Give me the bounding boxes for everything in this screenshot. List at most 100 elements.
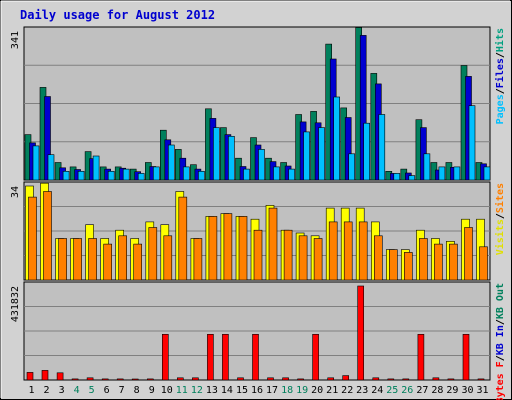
x-tick-label: 4 — [74, 385, 80, 396]
bar-top-pages-30 — [468, 105, 476, 181]
x-axis-labels: 1 2 3 4 5 6 7 8 9 10 11 12 13 14 15 16 17 18 19 20 21 22 23 24 2… — [28, 385, 488, 396]
bar-middle-sites-25 — [388, 249, 398, 281]
bar-top-files-22 — [344, 117, 352, 181]
bar-middle-sites-7 — [118, 235, 127, 281]
bar-middle-sites-20 — [313, 238, 323, 281]
x-tick-label: 17 — [266, 385, 278, 396]
bar-middle-sites-3 — [58, 238, 67, 281]
x-tick-label: 29 — [446, 385, 458, 396]
bar-bottom-kbytes-f-20 — [312, 333, 319, 381]
bar-middle-sites-13 — [208, 216, 218, 281]
bar-top-pages-20 — [318, 127, 325, 181]
x-tick-label: 23 — [356, 385, 368, 396]
x-tick-label: 5 — [89, 385, 95, 396]
bar-top-pages-29 — [453, 166, 461, 181]
bar-top-pages-13 — [213, 127, 220, 181]
legend-entry: Pages — [495, 94, 506, 124]
bar-bottom-kbytes-f-24 — [372, 377, 380, 381]
panel-bottom-max-label: 431832 — [10, 286, 21, 322]
bar-top-pages-8 — [137, 173, 145, 181]
x-tick-label: 30 — [461, 385, 473, 396]
x-tick-label: 15 — [236, 385, 248, 396]
bar-bottom-kbytes-f-21 — [327, 377, 335, 381]
series-pages — [32, 96, 491, 181]
bar-middle-sites-9 — [148, 227, 158, 281]
bar-bottom-kbytes-f-18 — [282, 377, 289, 381]
x-tick-label: 28 — [431, 385, 443, 396]
bar-middle-sites-16 — [253, 229, 263, 281]
bar-middle-sites-10 — [163, 235, 173, 281]
bar-top-pages-11 — [183, 166, 190, 181]
bar-middle-sites-19 — [298, 235, 308, 281]
bar-bottom-kbytes-f-8 — [131, 378, 139, 381]
bar-bottom-kbytes-f-28 — [432, 377, 440, 381]
bar-bottom-kbytes-f-9 — [147, 378, 154, 381]
x-tick-label: 2 — [43, 385, 49, 396]
bar-middle-sites-5 — [88, 238, 97, 281]
x-tick-label: 10 — [161, 385, 173, 396]
bar-top-pages-25 — [393, 173, 401, 181]
bar-bottom-kbytes-f-14 — [222, 333, 229, 381]
legend-entry: Visits — [494, 219, 506, 255]
x-tick-label: 8 — [134, 385, 140, 396]
bar-middle-sites-18 — [283, 229, 293, 281]
x-tick-label: 22 — [341, 385, 353, 396]
x-tick-label: 12 — [191, 385, 203, 396]
x-tick-label: 1 — [28, 385, 34, 396]
bar-middle-sites-21 — [328, 221, 338, 281]
panel-top-max-label: 341 — [10, 31, 21, 49]
bar-top-pages-22 — [348, 153, 356, 181]
x-tick-label: 31 — [476, 385, 488, 396]
bar-bottom-kbytes-f-1 — [26, 372, 34, 381]
bar-top-pages-18 — [288, 168, 295, 181]
bar-bottom-kbytes-f-19 — [297, 378, 304, 381]
bar-top-pages-2 — [47, 154, 55, 181]
bar-middle-sites-12 — [193, 238, 203, 281]
x-tick-label: 7 — [119, 385, 125, 396]
bar-middle-sites-22 — [343, 221, 353, 281]
x-tick-label: 11 — [176, 385, 188, 396]
legend-entry: / — [495, 52, 506, 58]
bar-middle-sites-1 — [28, 196, 37, 281]
x-tick-label: 18 — [281, 385, 293, 396]
bar-top-pages-16 — [258, 149, 265, 181]
bar-top-pages-15 — [243, 168, 250, 181]
bar-bottom-kbytes-f-11 — [177, 377, 184, 381]
legend-entry: / — [495, 88, 506, 94]
x-tick-label: 19 — [296, 385, 308, 396]
bar-top-pages-23 — [363, 122, 371, 181]
x-tick-label: 21 — [326, 385, 338, 396]
bar-bottom-kbytes-f-23 — [357, 285, 365, 381]
bar-bottom-kbytes-f-7 — [116, 378, 124, 381]
bar-middle-sites-29 — [449, 243, 458, 281]
bar-top-pages-3 — [62, 171, 70, 181]
bar-bottom-kbytes-f-27 — [417, 333, 425, 381]
bar-bottom-kbytes-f-16 — [252, 333, 259, 381]
legend-entry: / — [495, 213, 506, 219]
bar-top-pages-24 — [378, 114, 386, 181]
bar-middle-sites-17 — [268, 207, 278, 281]
bar-top-pages-17 — [273, 166, 280, 181]
bar-top-pages-21 — [333, 96, 341, 181]
legend-entry: Hits — [494, 28, 506, 52]
bar-middle-sites-23 — [358, 221, 368, 281]
panel-middle-legend: Visits/Sites — [494, 183, 506, 255]
bar-bottom-kbytes-f-25 — [387, 378, 395, 381]
legend-entry: KBytes F — [495, 361, 506, 400]
panel-middle: 34 Visits/Sites — [10, 181, 506, 281]
bar-top-pages-7 — [122, 168, 130, 181]
bar-middle-sites-14 — [223, 213, 233, 281]
series-hits — [24, 27, 483, 181]
bar-bottom-kbytes-f-3 — [56, 372, 64, 381]
bar-bottom-kbytes-f-26 — [402, 378, 410, 381]
legend-entry: Files — [494, 58, 506, 88]
x-tick-label: 9 — [149, 385, 155, 396]
x-tick-label: 3 — [59, 385, 65, 396]
panel-bottom-legend: KBytes F/KB In/KB Out — [495, 283, 506, 400]
bar-top-pages-4 — [77, 171, 85, 181]
bar-bottom-kbytes-f-17 — [267, 377, 274, 381]
x-tick-label: 13 — [206, 385, 218, 396]
bar-top-pages-9 — [153, 166, 160, 181]
